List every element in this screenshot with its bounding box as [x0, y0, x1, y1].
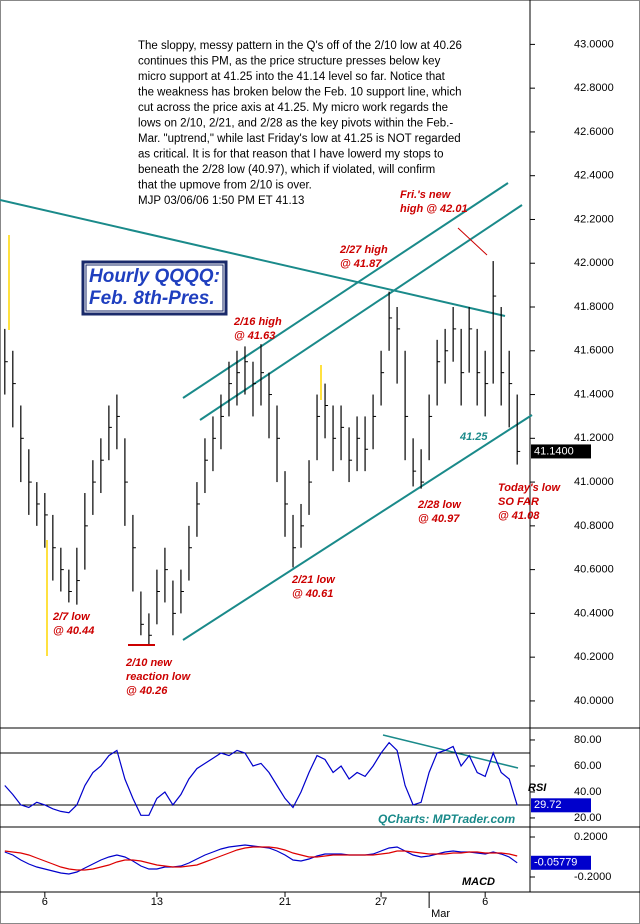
- annotation: 2/16 high: [233, 316, 282, 328]
- y-tick-label: 43.0000: [574, 38, 614, 50]
- trend-line: [199, 204, 523, 421]
- pointer-line: [457, 227, 488, 256]
- series-line: [4, 741, 518, 816]
- x-tick-label: 6: [42, 896, 48, 908]
- commentary-line: continues this PM, as the price structur…: [138, 56, 441, 68]
- box-title: Feb. 8th-Pres.: [89, 288, 215, 309]
- x-tick-label: 27: [375, 896, 387, 908]
- current-value-label: 29.72: [534, 799, 562, 811]
- annotation: high @ 42.01: [400, 203, 468, 215]
- trend-line: [182, 414, 533, 641]
- commentary-line: Mar. "uptrend," while last Friday's low …: [138, 133, 461, 145]
- current-price-box: [531, 444, 591, 459]
- current-price-label: 41.1400: [534, 445, 574, 457]
- y-tick-label: 40.0000: [574, 695, 614, 707]
- commentary-line: cut across the price axis at 41.25. My m…: [138, 102, 448, 114]
- watermark: QCharts: MPTrader.com: [378, 812, 515, 826]
- y-tick-label: 0.2000: [574, 831, 608, 843]
- y-tick-label: 42.6000: [574, 126, 614, 138]
- title-box: [81, 260, 228, 316]
- y-tick-label: 42.0000: [574, 257, 614, 269]
- y-tick-label: 80.00: [574, 734, 602, 746]
- y-tick-label: 40.6000: [574, 564, 614, 576]
- current-value-label: -0.05779: [534, 857, 577, 869]
- commentary-line: MJP 03/06/06 1:50 PM ET 41.13: [138, 195, 304, 207]
- y-tick-label: 60.00: [574, 760, 602, 772]
- annotation: SO FAR: [498, 496, 539, 508]
- commentary-line: micro support at 41.25 into the 41.14 le…: [138, 71, 446, 83]
- trend-line: [382, 734, 519, 769]
- x-tick-label: Mar: [431, 908, 450, 920]
- annotation: @ 40.97: [418, 513, 460, 525]
- x-tick-label: 13: [151, 896, 163, 908]
- annotation: 2/27 high: [339, 244, 388, 256]
- y-tick-label: 40.2000: [574, 651, 614, 663]
- y-tick-label: 41.6000: [574, 345, 614, 357]
- highlight-lines: [8, 235, 322, 656]
- current-value-box: [531, 798, 591, 813]
- commentary-line: the weakness has broken below the Feb. 1…: [138, 87, 461, 99]
- annotation: @ 40.61: [292, 588, 333, 600]
- annotation: @ 40.44: [53, 625, 94, 637]
- commentary-line: lows on 2/10, 2/21, and 2/28 as the key …: [138, 118, 453, 130]
- box-title: Hourly QQQQ:: [89, 266, 220, 287]
- y-tick-label: 42.8000: [574, 82, 614, 94]
- y-tick-label: 41.8000: [574, 301, 614, 313]
- annotation: @ 41.08: [498, 510, 540, 522]
- annotation: 41.25: [459, 431, 488, 443]
- y-tick-label: 41.0000: [574, 476, 614, 488]
- annotation: @ 40.26: [126, 685, 168, 697]
- y-tick-label: 40.4000: [574, 607, 614, 619]
- x-tick-label: 21: [279, 896, 291, 908]
- y-tick-label: 40.00: [574, 786, 602, 798]
- y-tick-label: 42.2000: [574, 213, 614, 225]
- panel-label: RSI: [528, 782, 547, 794]
- annotation: 2/10 new: [125, 657, 173, 669]
- title-box-inner: [85, 264, 224, 312]
- annotation: @ 41.63: [234, 330, 275, 342]
- commentary-line: as critical. It is for that reason that …: [138, 149, 444, 161]
- annotation: Today's low: [498, 482, 562, 494]
- x-tick-label: 6: [482, 896, 488, 908]
- annotation: 2/28 low: [417, 499, 462, 511]
- annotation: 2/21 low: [291, 574, 336, 586]
- annotation: Fri.'s new: [400, 189, 452, 201]
- commentary-line: The sloppy, messy pattern in the Q's off…: [138, 40, 462, 52]
- y-tick-label: 40.8000: [574, 520, 614, 532]
- y-tick-label: 42.4000: [574, 170, 614, 182]
- panel-label: MACD: [462, 876, 495, 888]
- commentary-line: that the upmove from 2/10 is over.: [138, 180, 312, 192]
- trend-line: [0, 199, 506, 317]
- y-tick-label: -0.2000: [574, 871, 611, 883]
- commentary-line: beneath the 2/28 low (40.97), which if v…: [138, 164, 435, 176]
- y-tick-label: 41.4000: [574, 388, 614, 400]
- y-tick-label: 20.00: [574, 812, 602, 824]
- annotation: @ 41.87: [340, 258, 382, 270]
- annotation: 2/7 low: [52, 611, 91, 623]
- series-line: [4, 846, 518, 871]
- y-tick-label: 41.2000: [574, 432, 614, 444]
- annotation: reaction low: [126, 671, 192, 683]
- trend-lines: [0, 182, 533, 769]
- current-value-box: [531, 855, 591, 870]
